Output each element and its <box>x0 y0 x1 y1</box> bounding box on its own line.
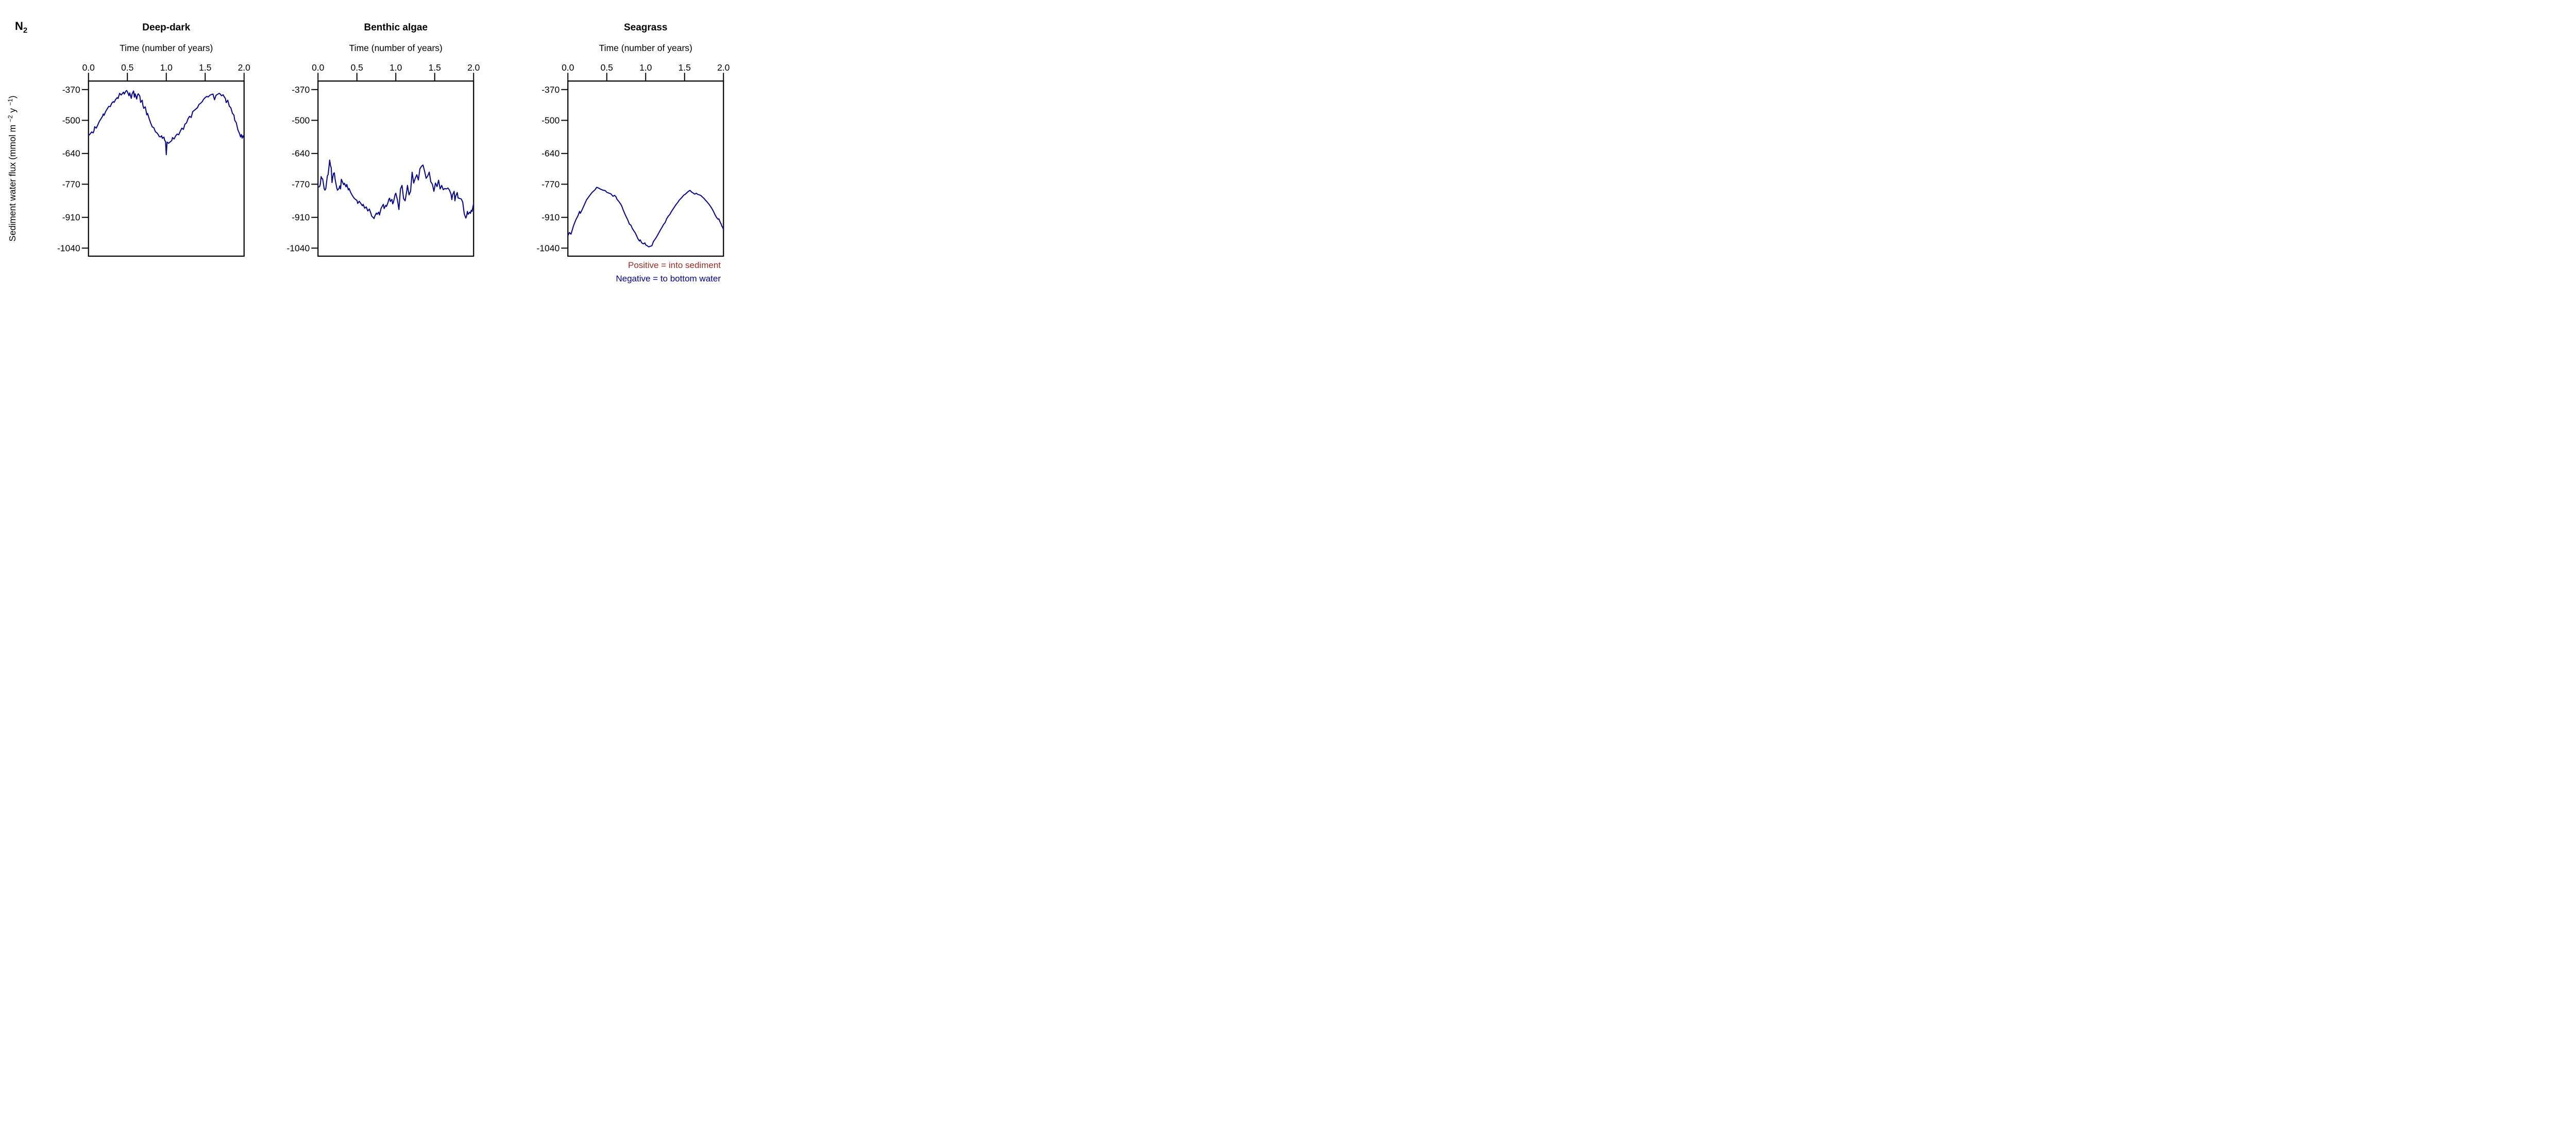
y-tick-label: -500 <box>541 115 560 125</box>
x-tick-label: 0.0 <box>312 62 325 73</box>
gas-label-subscript: 2 <box>23 26 28 35</box>
x-tick-label: 0.5 <box>351 62 363 73</box>
y-tick-label: -1040 <box>536 243 560 253</box>
chart-title: Seagrass <box>624 22 668 33</box>
x-tick-label: 1.0 <box>389 62 402 73</box>
legend-negative: Negative = to bottom water <box>616 274 721 283</box>
y-axis-label-part: ) <box>7 95 18 98</box>
flux-line-benthic-algae <box>317 159 474 220</box>
x-tick-label: 0.0 <box>82 62 95 73</box>
chart-benthic-algae: Benthic algae Time (number of years) 0.0 0.… <box>286 22 480 257</box>
x-axis-label: Time (number of years) <box>120 43 213 53</box>
plot-box <box>88 80 245 257</box>
plot-box <box>567 80 724 257</box>
flux-line-seagrass <box>567 187 724 248</box>
x-tick-label: 1.5 <box>199 62 211 73</box>
y-tick-label: -640 <box>541 148 560 159</box>
chart-deep-dark: Deep-dark Time (number of years) 0.0 0.5 1.0… <box>57 22 251 257</box>
gas-label-symbol: N <box>15 20 23 32</box>
figure-canvas: N2 Sediment water flux (mmol m −2 y −1) … <box>0 0 750 284</box>
flux-line-deep-dark <box>88 90 245 156</box>
y-tick-label: -770 <box>62 179 80 189</box>
plot-box <box>317 80 474 257</box>
x-tick-label: 2.0 <box>717 62 730 73</box>
y-tick-label: -910 <box>292 212 310 223</box>
x-tick-label: 1.5 <box>679 62 691 73</box>
x-tick-label: 1.5 <box>429 62 441 73</box>
gas-label: N2 <box>15 20 27 35</box>
x-tick-label: 1.0 <box>639 62 652 73</box>
y-tick-label: -640 <box>62 148 80 159</box>
y-axis-label-part: Sediment water flux (mmol m <box>7 122 18 241</box>
y-axis-label-superscript: −2 <box>7 115 14 122</box>
y-tick-label: -910 <box>541 212 560 223</box>
y-tick-label: -640 <box>292 148 310 159</box>
y-axis-label-part: y <box>7 106 18 115</box>
legend-positive: Positive = into sediment <box>628 260 721 270</box>
x-tick-label: 2.0 <box>238 62 251 73</box>
x-axis-label: Time (number of years) <box>599 43 692 53</box>
y-tick-label: -910 <box>62 212 80 223</box>
x-tick-label: 1.0 <box>160 62 173 73</box>
x-tick-label: 0.5 <box>601 62 613 73</box>
x-tick-label: 0.5 <box>121 62 133 73</box>
y-tick-label: -770 <box>292 179 310 189</box>
chart-title: Deep-dark <box>142 22 190 33</box>
x-tick-label: 2.0 <box>467 62 480 73</box>
y-axis-label-superscript: −1 <box>7 98 14 106</box>
y-tick-label: -370 <box>62 85 80 95</box>
x-axis-label: Time (number of years) <box>349 43 443 53</box>
y-tick-label: -770 <box>541 179 560 189</box>
y-tick-label: -1040 <box>57 243 80 253</box>
y-tick-label: -500 <box>62 115 80 125</box>
y-tick-label: -1040 <box>286 243 310 253</box>
y-tick-label: -370 <box>292 85 310 95</box>
y-tick-label: -370 <box>541 85 560 95</box>
flux-sign-legend: Positive = into sediment Negative = to b… <box>616 259 721 284</box>
y-tick-label: -500 <box>292 115 310 125</box>
figure-svg: Sediment water flux (mmol m −2 y −1) Dee… <box>7 22 730 257</box>
x-tick-label: 0.0 <box>562 62 574 73</box>
chart-seagrass: Seagrass Time (number of years) 0.0 0.5 1.0 1… <box>536 22 730 257</box>
y-axis-label: Sediment water flux (mmol m −2 y −1) <box>7 95 18 241</box>
chart-title: Benthic algae <box>364 22 428 33</box>
